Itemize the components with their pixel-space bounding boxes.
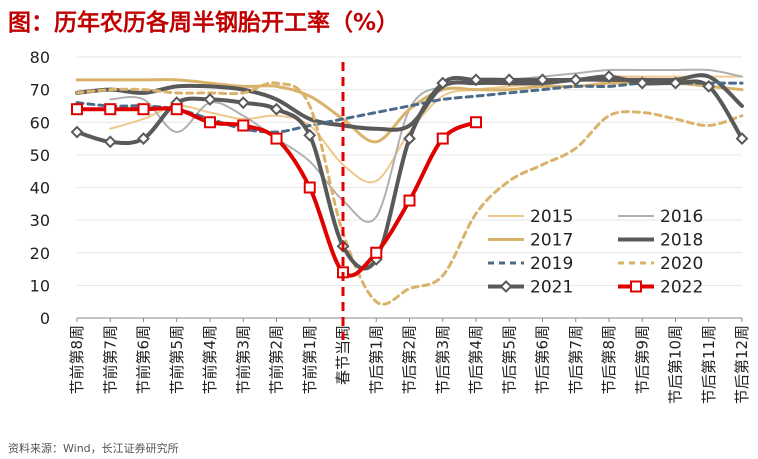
- data-point-2021: [469, 73, 483, 87]
- legend-marker-2021: [499, 280, 513, 293]
- data-point-2021: [536, 73, 549, 87]
- x-tick-label: 节后第4周: [467, 325, 485, 395]
- data-point-2021: [436, 76, 450, 90]
- data-point-2021: [735, 132, 749, 145]
- data-point-2021: [569, 73, 583, 87]
- series-2016: [109, 68, 743, 224]
- data-point-2022: [470, 116, 482, 129]
- series-line-2020: [75, 81, 744, 306]
- data-point-2021: [203, 92, 217, 106]
- x-tick-label: 节前第7周: [101, 325, 119, 395]
- x-tick-label: 节后第12周: [733, 325, 751, 404]
- data-point-2021: [502, 73, 516, 87]
- data-point-2021: [303, 128, 317, 142]
- x-tick-label: 节后第7周: [567, 325, 585, 395]
- legend-item-2017: 2017: [488, 231, 573, 251]
- data-point-2021: [669, 76, 682, 90]
- series-line-2015: [109, 75, 743, 184]
- data-point-2021: [635, 76, 649, 90]
- x-tick-label: 节后第9周: [633, 325, 651, 395]
- data-point-2022: [270, 132, 283, 145]
- series-line-2021: [75, 74, 744, 271]
- data-point-2021: [602, 70, 616, 83]
- legend-item-2022: 2022: [618, 278, 703, 298]
- legend-label-2021: 2021: [530, 278, 573, 298]
- y-tick-label: 50: [30, 146, 50, 165]
- y-tick-label: 80: [30, 48, 50, 67]
- legend-label-2019: 2019: [530, 254, 573, 274]
- legend-item-2015: 2015: [488, 207, 573, 227]
- gridlines: [77, 56, 742, 319]
- y-tick-label: 30: [30, 211, 50, 230]
- x-tick-label: 节前第6周: [135, 325, 153, 395]
- series-2015: [109, 75, 743, 184]
- x-tick-label: 节后第6周: [534, 325, 552, 395]
- x-tick-label: 节前第8周: [68, 325, 86, 395]
- x-tick-label: 节后第10周: [667, 325, 685, 404]
- data-point-2022: [137, 103, 150, 116]
- data-point-2022: [71, 103, 83, 116]
- data-point-2021: [103, 135, 117, 149]
- x-tick-label: 节前第1周: [301, 325, 319, 395]
- x-tick-label: 节前第2周: [268, 325, 286, 395]
- legend: 2015 2016 2017 2018 2019 2020 2021 2022: [488, 207, 703, 298]
- data-point-2021: [702, 79, 716, 93]
- x-tick-label: 节后第3周: [434, 325, 452, 395]
- legend-item-2020: 2020: [618, 254, 703, 274]
- data-point-2022: [436, 132, 449, 145]
- x-tick-label: 节后第11周: [700, 325, 718, 404]
- x-tick-label: 春节当周: [334, 325, 352, 385]
- legend-item-2019: 2019: [488, 254, 573, 274]
- legend-label-2018: 2018: [660, 231, 703, 251]
- legend-item-2016: 2016: [618, 207, 703, 227]
- source-note: 资料来源：Wind，长江证券研究所: [8, 442, 179, 455]
- x-tick-label: 节后第1周: [367, 325, 385, 395]
- x-tick-label: 节后第8周: [600, 325, 618, 395]
- series-2022: [71, 103, 482, 279]
- y-tick-label: 60: [30, 113, 50, 132]
- data-point-2022: [403, 194, 416, 207]
- y-tick-label: 20: [30, 244, 50, 263]
- data-point-2021: [137, 132, 150, 145]
- legend-label-2016: 2016: [660, 207, 703, 227]
- series-2020: [75, 81, 744, 306]
- data-point-2022: [170, 103, 183, 116]
- data-point-2021: [70, 125, 84, 139]
- data-point-2022: [303, 181, 316, 194]
- legend-label-2015: 2015: [530, 207, 573, 227]
- y-axis: 0 10 20 30 40 50 60 70 80: [30, 48, 50, 328]
- data-point-2021: [236, 96, 250, 110]
- legend-label-2020: 2020: [660, 254, 703, 274]
- data-point-2022: [237, 119, 250, 132]
- y-tick-label: 70: [30, 81, 50, 100]
- data-point-2021: [403, 132, 416, 145]
- data-point-2022: [370, 246, 383, 259]
- x-tick-label: 节后第2周: [401, 325, 419, 395]
- legend-item-2018: 2018: [618, 231, 703, 251]
- chart-title: 图：历年农历各周半钢胎开工率（%）: [8, 10, 400, 36]
- data-point-2021: [270, 102, 283, 116]
- series-line-2016: [109, 68, 743, 224]
- y-tick-label: 0: [40, 309, 50, 328]
- legend-item-2021: 2021: [488, 278, 573, 298]
- series-layer: [70, 68, 749, 306]
- legend-label-2022: 2022: [660, 278, 703, 298]
- data-point-2022: [104, 103, 117, 116]
- x-tick-label: 节后第5周: [500, 325, 518, 395]
- legend-label-2017: 2017: [530, 231, 573, 251]
- legend-marker-2022: [630, 280, 642, 293]
- data-point-2022: [204, 116, 216, 129]
- y-tick-label: 10: [30, 276, 50, 295]
- y-tick-label: 40: [30, 179, 50, 198]
- x-tick-label: 节前第4周: [201, 325, 219, 395]
- x-tick-label: 节前第5周: [168, 325, 186, 395]
- x-axis: 节前第8周 节前第7周 节前第6周 节前第5周 节前第4周 节前第3周 节前第2周 节前第1周…: [68, 317, 751, 404]
- x-tick-label: 节前第3周: [234, 325, 252, 395]
